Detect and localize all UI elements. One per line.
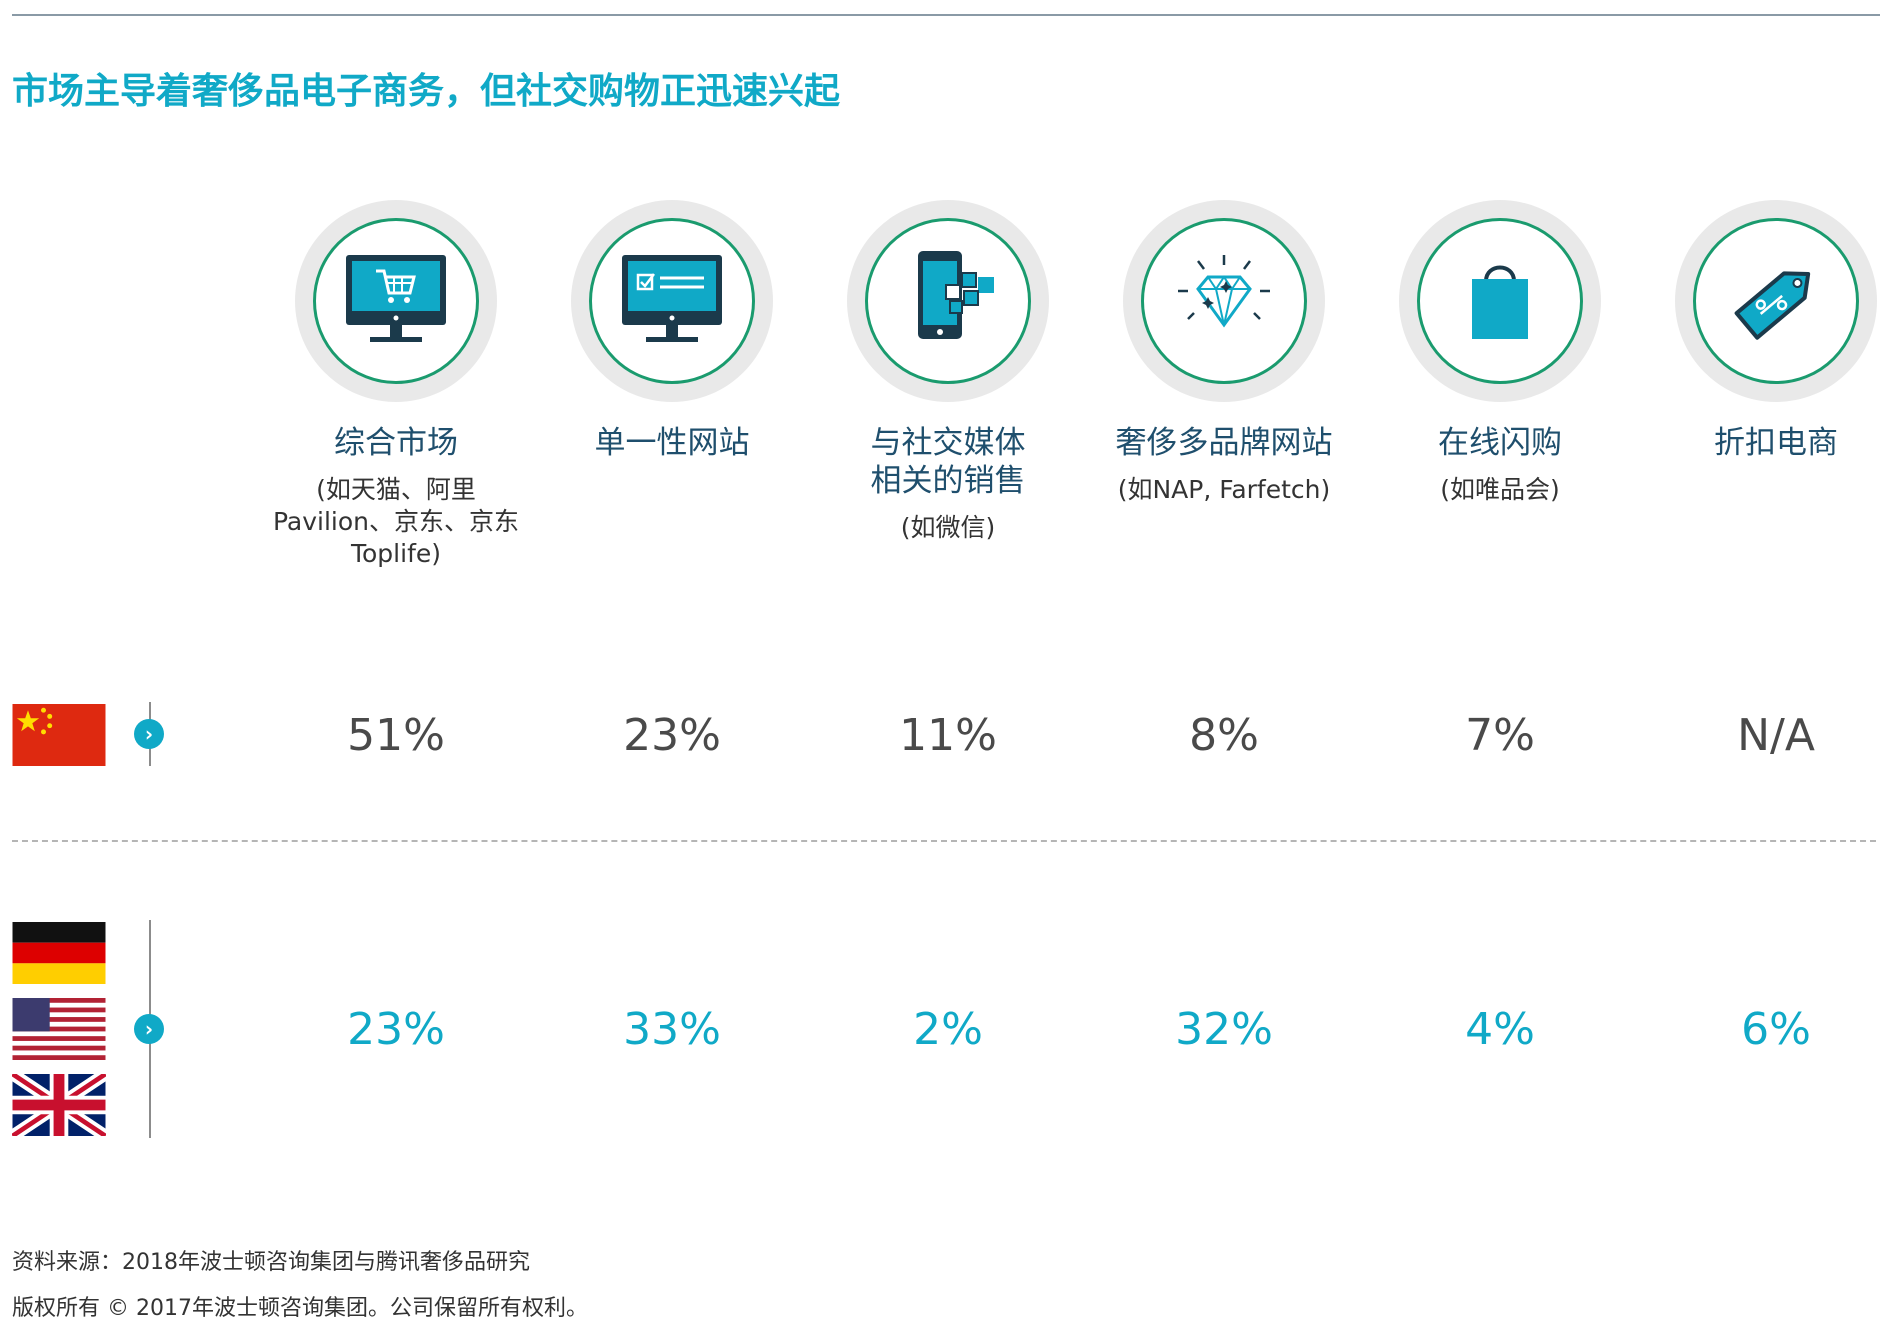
value-china-marketplace: 51% [347, 710, 445, 761]
category-label: 折扣电商 [1714, 425, 1838, 461]
icon-badge [571, 200, 773, 402]
value-west-multi-brand: 32% [1175, 1004, 1273, 1055]
category-example: (如微信) [900, 513, 996, 542]
category-label: 单一性网站 [594, 425, 750, 461]
category-example: (如唯品会) [1440, 475, 1560, 504]
chevron-right-icon: › [134, 719, 164, 749]
category-column-social: 与社交媒体相关的销售 (如微信) [810, 200, 1086, 544]
chevron-right-icon: › [134, 1014, 164, 1044]
value-west-marketplace: 23% [347, 1004, 445, 1055]
category-column-discount: 折扣电商 [1638, 200, 1892, 474]
top-rule [12, 14, 1880, 16]
category-label: 综合市场 [334, 425, 458, 461]
usa-flag-icon [12, 998, 106, 1060]
copyright-note: 版权所有 © 2017年波士顿咨询集团。公司保留所有权利。 [12, 1296, 588, 1321]
uk-flag-icon [12, 1074, 106, 1136]
value-china-social: 11% [899, 710, 997, 761]
value-west-discount: 6% [1741, 1004, 1811, 1055]
category-column-marketplace: 综合市场 (如天猫、阿里Pavilion、京东、京东Toplife) [258, 200, 534, 570]
icon-badge [1399, 200, 1601, 402]
value-west-social: 2% [913, 1004, 983, 1055]
category-column-mono-brand: 单一性网站 [534, 200, 810, 474]
category-label: 与社交媒体相关的销售 [870, 425, 1026, 499]
value-china-multi-brand: 8% [1189, 710, 1259, 761]
shopping-bag-icon [1472, 265, 1528, 339]
source-note: 资料来源：2018年波士顿咨询集团与腾讯奢侈品研究 [12, 1250, 530, 1275]
value-china-discount: N/A [1737, 710, 1815, 761]
category-example: (如天猫、阿里Pavilion、京东、京东Toplife) [272, 475, 520, 568]
category-column-flash-sale: 在线闪购 (如唯品会) [1362, 200, 1638, 506]
value-west-mono-brand: 33% [623, 1004, 721, 1055]
category-column-multi-brand: 奢侈多品牌网站 (如NAP, Farfetch) [1086, 200, 1362, 506]
discount-tag-icon [1734, 271, 1811, 340]
value-west-flash-sale: 4% [1465, 1004, 1535, 1055]
shopping-cart-monitor-icon [346, 255, 446, 342]
china-flag-icon [12, 704, 106, 766]
diamond-icon [1178, 255, 1270, 328]
value-china-flash-sale: 7% [1465, 710, 1535, 761]
icon-badge [295, 200, 497, 402]
value-china-mono-brand: 23% [623, 710, 721, 761]
smartphone-social-icon [918, 251, 994, 339]
germany-flag-icon [12, 922, 106, 984]
category-label: 奢侈多品牌网站 [1115, 425, 1333, 461]
icon-badge [847, 200, 1049, 402]
dashed-divider [12, 840, 1876, 842]
icon-badge [1675, 200, 1877, 402]
chart-title: 市场主导着奢侈品电子商务，但社交购物正迅速兴起 [12, 71, 841, 112]
category-label: 在线闪购 [1438, 425, 1562, 461]
icon-badge [1123, 200, 1325, 402]
website-monitor-icon [622, 255, 722, 342]
category-example: (如NAP, Farfetch) [1117, 475, 1331, 504]
